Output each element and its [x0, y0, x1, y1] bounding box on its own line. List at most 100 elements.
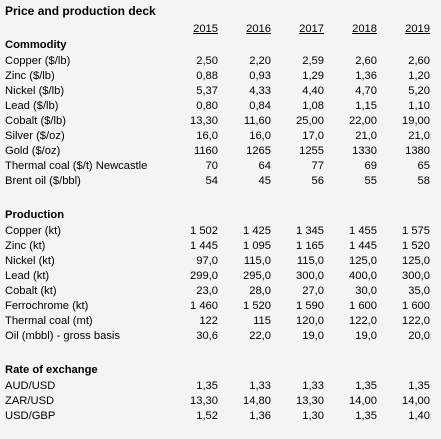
- cell-value: 14,00: [349, 395, 377, 407]
- cell-value: 11,60: [243, 115, 271, 127]
- cell-value: 5,37: [196, 85, 218, 97]
- cell-value: 1,52: [196, 410, 218, 422]
- table-row: Ferrochrome (kt) 1 460 1 520 1 590 1 600…: [0, 299, 441, 313]
- table-row: Zinc (kt) 1 445 1 095 1 165 1 445 1 520: [0, 239, 441, 253]
- section-label: Production: [5, 209, 65, 221]
- cell-value: 30,0: [355, 285, 377, 297]
- cell-value: 58: [417, 175, 430, 187]
- cell-value: 97,0: [196, 255, 218, 267]
- table-row: Thermal coal (mt) 122 115 120,0 122,0 12…: [0, 314, 441, 328]
- cell-value: 0,80: [196, 100, 218, 112]
- cell-value: 1,10: [408, 100, 430, 112]
- cell-value: 295,0: [243, 270, 271, 282]
- cell-value: 16,0: [249, 130, 271, 142]
- row-label: Zinc (kt): [5, 240, 46, 252]
- cell-value: 22,0: [249, 330, 271, 342]
- cell-value: 1,29: [302, 70, 324, 82]
- table-row: Nickel ($/lb) 5,37 4,33 4,40 4,70 5,20: [0, 84, 441, 98]
- cell-value: 1,35: [355, 410, 377, 422]
- cell-value: 17,0: [302, 130, 324, 142]
- cell-value: 1 575: [402, 225, 430, 237]
- cell-value: 122,0: [402, 315, 430, 327]
- row-label: ZAR/USD: [5, 395, 55, 407]
- table-row: AUD/USD 1,35 1,33 1,33 1,35 1,35: [0, 379, 441, 393]
- cell-value: 1 600: [402, 300, 430, 312]
- row-label: USD/GBP: [5, 410, 56, 422]
- row-label: Gold ($/oz): [5, 145, 61, 157]
- year-header: 2018: [352, 23, 377, 35]
- row-label: Oil (mbbl) - gross basis: [5, 330, 121, 342]
- cell-value: 1 425: [243, 225, 271, 237]
- cell-value: 1,35: [355, 380, 377, 392]
- cell-value: 35,0: [408, 285, 430, 297]
- cell-value: 13,30: [190, 395, 218, 407]
- cell-value: 1 460: [190, 300, 218, 312]
- cell-value: 55: [364, 175, 377, 187]
- cell-value: 1,36: [249, 410, 271, 422]
- cell-value: 1160: [193, 145, 218, 157]
- cell-value: 54: [205, 175, 218, 187]
- cell-value: 1 520: [243, 300, 271, 312]
- cell-value: 20,0: [408, 330, 430, 342]
- cell-value: 22,00: [349, 115, 377, 127]
- section-label: Commodity: [5, 39, 67, 51]
- cell-value: 1 520: [402, 240, 430, 252]
- cell-value: 70: [205, 160, 218, 172]
- cell-value: 1,08: [302, 100, 324, 112]
- row-label: Cobalt ($/lb): [5, 115, 66, 127]
- cell-value: 1,35: [196, 380, 218, 392]
- cell-value: 1,30: [302, 410, 324, 422]
- cell-value: 4,40: [302, 85, 324, 97]
- row-label: Zinc ($/lb): [5, 70, 55, 82]
- row-label: Copper ($/lb): [5, 55, 71, 67]
- table-row: Copper ($/lb) 2,50 2,20 2,59 2,60 2,60: [0, 54, 441, 68]
- table-row: Cobalt (kt) 23,0 28,0 27,0 30,0 35,0: [0, 284, 441, 298]
- cell-value: 1 455: [349, 225, 377, 237]
- cell-value: 77: [311, 160, 324, 172]
- row-label: Cobalt (kt): [5, 285, 57, 297]
- cell-value: 23,0: [196, 285, 218, 297]
- cell-value: 1 590: [296, 300, 324, 312]
- cell-value: 1 165: [296, 240, 324, 252]
- cell-value: 13,30: [190, 115, 218, 127]
- cell-value: 4,70: [355, 85, 377, 97]
- row-label: Thermal coal ($/t) Newcastle: [5, 160, 148, 172]
- cell-value: 1255: [299, 145, 324, 157]
- cell-value: 2,20: [249, 55, 271, 67]
- table-row: Thermal coal ($/t) Newcastle 70 64 77 69…: [0, 159, 441, 173]
- cell-value: 2,59: [302, 55, 324, 67]
- table-row: ZAR/USD 13,30 14,80 13,30 14,00 14,00: [0, 394, 441, 408]
- cell-value: 115: [253, 315, 271, 327]
- cell-value: 122: [199, 315, 218, 327]
- cell-value: 21,0: [355, 130, 377, 142]
- cell-value: 115,0: [243, 255, 271, 267]
- cell-value: 1,36: [355, 70, 377, 82]
- cell-value: 19,0: [355, 330, 377, 342]
- cell-value: 5,20: [408, 85, 430, 97]
- row-label: Silver ($/oz): [5, 130, 65, 142]
- cell-value: 64: [258, 160, 271, 172]
- cell-value: 28,0: [249, 285, 271, 297]
- cell-value: 1 502: [190, 225, 218, 237]
- table-row: Gold ($/oz) 1160 1265 1255 1330 1380: [0, 144, 441, 158]
- table-row: USD/GBP 1,52 1,36 1,30 1,35 1,40: [0, 409, 441, 423]
- section-heading-commodity: Commodity: [0, 38, 441, 52]
- cell-value: 2,60: [408, 55, 430, 67]
- row-label: Thermal coal (mt): [5, 315, 93, 327]
- cell-value: 1 345: [296, 225, 324, 237]
- section-label: Rate of exchange: [5, 364, 98, 376]
- cell-value: 14,00: [402, 395, 430, 407]
- cell-value: 1330: [352, 145, 377, 157]
- cell-value: 65: [417, 160, 430, 172]
- row-label: Lead (kt): [5, 270, 50, 282]
- cell-value: 1,20: [408, 70, 430, 82]
- year-header-row: 2015 2016 2017 2018 2019: [0, 22, 441, 36]
- cell-value: 120,0: [296, 315, 324, 327]
- cell-value: 30,6: [196, 330, 218, 342]
- page-title: Price and production deck: [5, 4, 156, 18]
- cell-value: 1265: [246, 145, 271, 157]
- cell-value: 1,15: [355, 100, 377, 112]
- cell-value: 16,0: [196, 130, 218, 142]
- row-label: Copper (kt): [5, 225, 61, 237]
